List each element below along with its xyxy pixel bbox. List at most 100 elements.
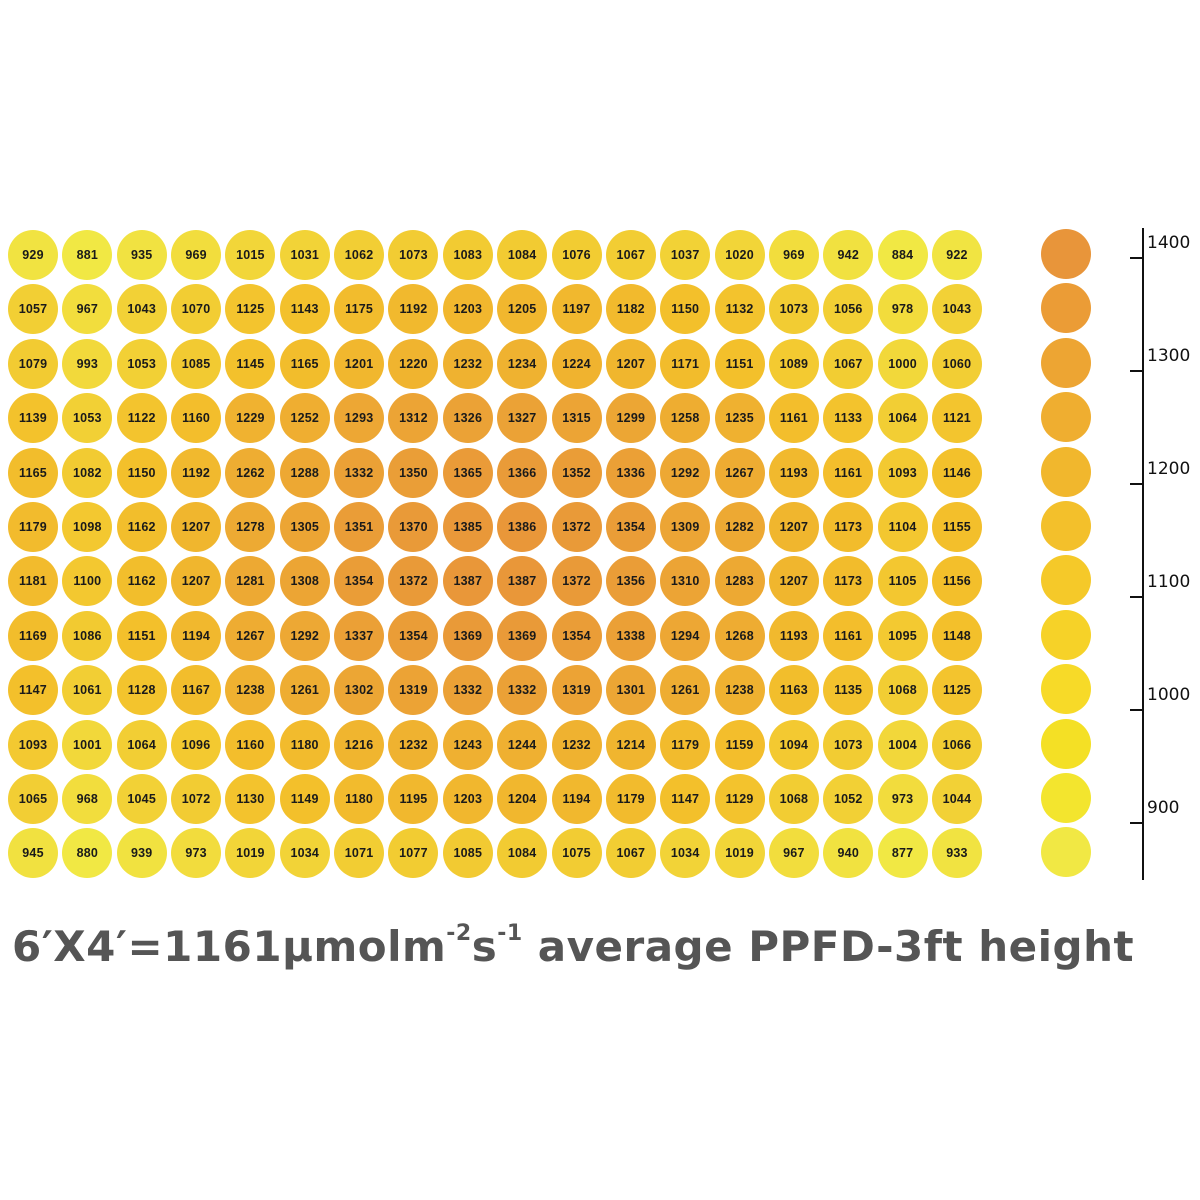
heatmap-cell-r5-c10: 1366 — [497, 447, 548, 498]
heatmap-cell-r7-c11: 1372 — [551, 556, 602, 607]
heatmap-cell-r3-c17: 1000 — [877, 338, 928, 389]
heatmap-cell-r3-c9: 1232 — [442, 338, 493, 389]
heatmap-cell-r9-c7: 1302 — [334, 665, 385, 716]
heatmap-cell-r9-c13: 1261 — [660, 665, 711, 716]
heatmap-cell-r11-c3: 1045 — [116, 774, 167, 824]
heatmap-cell-r5-c4: 1192 — [171, 447, 222, 498]
heatmap-cell-r9-c1: 1147 — [8, 665, 58, 716]
heatmap-cell-r3-c16: 1067 — [823, 338, 874, 389]
heatmap-cell-r11-c13: 1147 — [660, 774, 711, 824]
heatmap-cell-r8-c2: 1086 — [62, 610, 113, 661]
color-scale-axis — [1142, 228, 1144, 880]
heatmap-cell-r6-c16: 1173 — [823, 502, 874, 552]
heatmap-cell-r5-c14: 1267 — [714, 447, 765, 498]
heatmap-cell-r2-c3: 1043 — [116, 284, 167, 335]
heatmap-cell-r4-c11: 1315 — [551, 393, 602, 444]
heatmap-cell-r1-c11: 1076 — [551, 230, 602, 280]
heatmap-cell-r11-c9: 1203 — [442, 774, 493, 824]
heatmap-cell-r8-c14: 1268 — [714, 610, 765, 661]
heatmap-cell-r7-c14: 1283 — [714, 556, 765, 607]
heatmap-cell-r10-c17: 1004 — [877, 719, 928, 770]
heatmap-cell-r8-c10: 1369 — [497, 610, 548, 661]
heatmap-cell-r8-c12: 1338 — [605, 610, 656, 661]
heatmap-cell-r4-c14: 1235 — [714, 393, 765, 444]
heatmap-cell-r6-c10: 1386 — [497, 502, 548, 552]
heatmap-cell-r3-c11: 1224 — [551, 338, 602, 389]
heatmap-cell-r2-c1: 1057 — [8, 284, 58, 335]
heatmap-cell-r10-c9: 1243 — [442, 719, 493, 770]
scale-tick-label-1000: 1000 — [1147, 685, 1191, 705]
heatmap-cell-r1-c18: 922 — [931, 230, 982, 280]
heatmap-cell-r11-c2: 968 — [62, 774, 113, 824]
legend-swatch-3 — [1041, 337, 1091, 388]
legend-swatch-7 — [1041, 555, 1091, 606]
heatmap-cell-r12-c17: 877 — [877, 828, 928, 879]
heatmap-cell-r1-c12: 1067 — [605, 230, 656, 280]
heatmap-cell-r3-c12: 1207 — [605, 338, 656, 389]
legend-swatch-4 — [1041, 392, 1091, 443]
heatmap-cell-r10-c18: 1066 — [931, 719, 982, 770]
heatmap-cell-r7-c17: 1105 — [877, 556, 928, 607]
heatmap-cell-r3-c13: 1171 — [660, 338, 711, 389]
heatmap-cell-r10-c5: 1160 — [225, 719, 276, 770]
heatmap-cell-r9-c3: 1128 — [116, 665, 167, 716]
heatmap-cell-r9-c15: 1163 — [768, 665, 819, 716]
heatmap-cell-r3-c14: 1151 — [714, 338, 765, 389]
heatmap-cell-r3-c4: 1085 — [171, 338, 222, 389]
heatmap-cell-r4-c3: 1122 — [116, 393, 167, 444]
scale-tick-label-1400: 1400 — [1147, 233, 1191, 253]
scale-tick-label-900: 900 — [1147, 798, 1180, 818]
heatmap-cell-r1-c17: 884 — [877, 230, 928, 280]
heatmap-cell-r9-c10: 1332 — [497, 665, 548, 716]
heatmap-cell-r12-c13: 1034 — [660, 828, 711, 879]
heatmap-cell-r1-c6: 1031 — [279, 230, 330, 280]
heatmap-cell-r5-c7: 1332 — [334, 447, 385, 498]
caption-sup-1: -2 — [446, 921, 472, 946]
heatmap-cell-r8-c11: 1354 — [551, 610, 602, 661]
legend-swatch-11 — [1041, 773, 1091, 823]
heatmap-cell-r12-c5: 1019 — [225, 828, 276, 879]
heatmap-cell-r10-c4: 1096 — [171, 719, 222, 770]
heatmap-cell-r5-c17: 1093 — [877, 447, 928, 498]
heatmap-cell-r12-c4: 973 — [171, 828, 222, 879]
heatmap-cell-r11-c14: 1129 — [714, 774, 765, 824]
heatmap-cell-r11-c18: 1044 — [931, 774, 982, 824]
heatmap-cell-r12-c9: 1085 — [442, 828, 493, 879]
heatmap-cell-r5-c2: 1082 — [62, 447, 113, 498]
heatmap-cell-r4-c6: 1252 — [279, 393, 330, 444]
heatmap-cell-r12-c10: 1084 — [497, 828, 548, 879]
heatmap-cell-r10-c13: 1179 — [660, 719, 711, 770]
heatmap-cell-r7-c1: 1181 — [8, 556, 58, 607]
heatmap-cell-r12-c1: 945 — [8, 828, 58, 879]
heatmap-cell-r5-c13: 1292 — [660, 447, 711, 498]
heatmap-cell-r4-c2: 1053 — [62, 393, 113, 444]
caption-main: 6′X4′=1161μmolm — [12, 922, 447, 971]
heatmap-cell-r9-c9: 1332 — [442, 665, 493, 716]
heatmap-cell-r12-c7: 1071 — [334, 828, 385, 879]
heatmap-cell-r7-c3: 1162 — [116, 556, 167, 607]
heatmap-cell-r5-c18: 1146 — [931, 447, 982, 498]
heatmap-cell-r10-c8: 1232 — [388, 719, 439, 770]
heatmap-cell-r7-c13: 1310 — [660, 556, 711, 607]
heatmap-cell-r1-c7: 1062 — [334, 230, 385, 280]
scale-tick-900 — [1130, 822, 1144, 824]
heatmap-cell-r9-c14: 1238 — [714, 665, 765, 716]
heatmap-cell-r6-c11: 1372 — [551, 502, 602, 552]
heatmap-cell-r12-c11: 1075 — [551, 828, 602, 879]
heatmap-cell-r8-c16: 1161 — [823, 610, 874, 661]
heatmap-cell-r6-c13: 1309 — [660, 502, 711, 552]
heatmap-cell-r4-c18: 1121 — [931, 393, 982, 444]
heatmap-cell-r5-c1: 1165 — [8, 447, 58, 498]
heatmap-cell-r11-c11: 1194 — [551, 774, 602, 824]
heatmap-cell-r4-c5: 1229 — [225, 393, 276, 444]
heatmap-cell-r2-c11: 1197 — [551, 284, 602, 335]
heatmap-cell-r7-c5: 1281 — [225, 556, 276, 607]
scale-tick-1000 — [1130, 709, 1144, 711]
heatmap-cell-r2-c16: 1056 — [823, 284, 874, 335]
heatmap-cell-r2-c2: 967 — [62, 284, 113, 335]
heatmap-cell-r1-c3: 935 — [116, 230, 167, 280]
heatmap-cell-r2-c17: 978 — [877, 284, 928, 335]
heatmap-cell-r10-c1: 1093 — [8, 719, 58, 770]
heatmap-cell-r7-c7: 1354 — [334, 556, 385, 607]
